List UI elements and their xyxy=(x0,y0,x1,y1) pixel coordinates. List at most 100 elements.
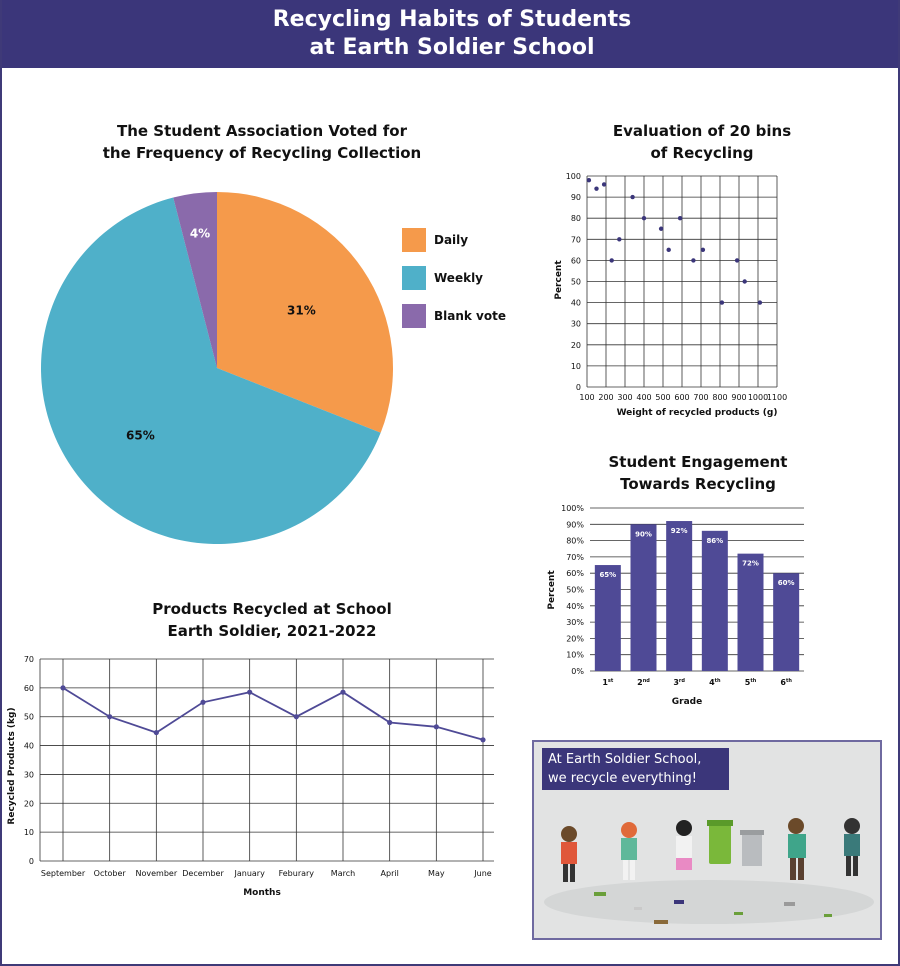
bar-x-axis-label: Grade xyxy=(672,697,702,707)
line-x-tick: December xyxy=(182,869,224,878)
bar-y-tick: 80% xyxy=(566,537,584,546)
pie-slice-blank-vote xyxy=(173,192,217,368)
line-x-tick: November xyxy=(136,869,178,878)
line-point xyxy=(60,685,66,691)
line-point xyxy=(153,729,159,736)
scatter-x-tick: 1000 xyxy=(748,393,768,402)
bar-y-tick: 60% xyxy=(566,569,584,578)
bar-y-axis-label: Percent xyxy=(547,570,557,610)
line-x-tick: April xyxy=(381,869,399,878)
bar-y-tick: 10% xyxy=(566,651,584,660)
banner-text: At Earth Soldier School, we recycle ever… xyxy=(542,748,729,790)
scatter-x-tick: 300 xyxy=(617,393,632,402)
pie-slice-label: 31% xyxy=(287,304,316,318)
line-point xyxy=(293,714,299,720)
scatter-point xyxy=(677,216,683,221)
student-figure-5 xyxy=(844,818,860,876)
bar-x-tick: 2nd xyxy=(637,678,650,687)
line-point xyxy=(247,689,253,695)
line-point xyxy=(200,699,206,705)
bar-x-tick: 1st xyxy=(602,678,614,687)
line-x-tick: October xyxy=(94,869,127,878)
bar-y-tick: 0% xyxy=(571,667,584,676)
bar-x-tick: 5th xyxy=(745,678,757,687)
scatter-title-line2: of Recycling xyxy=(650,144,753,162)
scatter-point xyxy=(700,247,706,253)
bar-y-tick: 50% xyxy=(566,586,584,595)
line-x-tick: June xyxy=(473,869,492,878)
litter-scraps xyxy=(594,892,832,924)
line-y-tick: 60 xyxy=(24,684,34,693)
line-y-tick: 20 xyxy=(24,799,34,808)
line-y-tick: 50 xyxy=(24,713,34,722)
line-series-path xyxy=(62,687,484,741)
scatter-y-tick: 50 xyxy=(571,278,581,287)
scatter-y-tick: 0 xyxy=(576,383,581,392)
line-point xyxy=(387,719,393,726)
scatter-y-axis-label: Percent xyxy=(554,260,564,300)
scatter-point xyxy=(617,237,622,242)
scatter-x-tick: 600 xyxy=(674,393,689,402)
scatter-point xyxy=(601,182,607,187)
line-y-tick: 0 xyxy=(29,857,34,866)
page-header: Recycling Habits of Students at Earth So… xyxy=(2,0,898,68)
line-title-line1: Products Recycled at School xyxy=(152,600,392,618)
scatter-point xyxy=(742,279,747,284)
bar-x-tick: 3rd xyxy=(673,678,685,687)
line-x-tick: May xyxy=(428,869,445,878)
legend-label: Blank vote xyxy=(434,309,506,323)
bar-y-tick: 30% xyxy=(566,618,584,627)
scatter-x-tick: 900 xyxy=(731,393,746,402)
scatter-point xyxy=(641,216,647,221)
line-y-tick: 70 xyxy=(24,655,34,664)
scatter-y-tick: 40 xyxy=(571,299,581,308)
scatter-y-tick: 90 xyxy=(571,193,581,202)
bar-value-label: 86% xyxy=(706,537,723,545)
bar-title-line2: Towards Recycling xyxy=(620,475,776,493)
bar-value-label: 65% xyxy=(599,571,616,579)
pie-chart: The Student Association Voted for the Fr… xyxy=(40,122,506,544)
line-x-tick: March xyxy=(331,869,355,878)
legend-swatch xyxy=(402,304,426,328)
recycling-bin-icon xyxy=(707,820,733,864)
legend-label: Daily xyxy=(434,233,468,247)
scatter-point xyxy=(594,186,599,191)
scatter-y-tick: 60 xyxy=(571,256,581,265)
scatter-point xyxy=(757,300,763,305)
bar-x-tick: 4th xyxy=(709,678,721,687)
scatter-point xyxy=(609,258,614,263)
scatter-x-axis-label: Weight of recycled products (g) xyxy=(617,408,778,418)
bar-value-label: 90% xyxy=(635,530,652,538)
scatter-y-tick: 100 xyxy=(566,172,581,181)
bar-value-label: 60% xyxy=(778,579,795,587)
scatter-chart: Evaluation of 20 bins of Recycling 100 20… xyxy=(554,122,791,418)
line-y-tick: 30 xyxy=(24,770,34,779)
bar-x-tick: 6th xyxy=(780,678,792,687)
scatter-x-tick: 1100 xyxy=(767,393,787,402)
line-point xyxy=(107,714,113,720)
bar-y-tick: 20% xyxy=(566,634,584,643)
line-x-tick: Feburary xyxy=(279,869,315,878)
student-figure-2 xyxy=(621,822,637,880)
students-recycling-illustration xyxy=(544,818,874,924)
legend-swatch xyxy=(402,228,426,252)
bar-title-line1: Student Engagement xyxy=(609,453,788,471)
student-figure-4 xyxy=(788,818,806,880)
scatter-point xyxy=(719,300,725,305)
scatter-point xyxy=(691,258,696,263)
line-point xyxy=(340,689,346,695)
scatter-y-tick: 20 xyxy=(571,341,581,350)
pie-slice-label: 4% xyxy=(190,227,210,241)
bar-value-label: 92% xyxy=(671,527,688,535)
line-x-tick: January xyxy=(234,869,266,878)
scatter-point xyxy=(734,258,740,263)
legend-label: Weekly xyxy=(434,271,483,285)
scatter-x-tick: 700 xyxy=(693,393,708,402)
pie-slice-daily xyxy=(217,192,393,433)
bar-grade-3 xyxy=(666,521,693,671)
pie-slice-label: 65% xyxy=(126,429,155,443)
line-point xyxy=(433,724,439,730)
student-figure-1 xyxy=(561,826,577,882)
line-y-tick: 40 xyxy=(24,742,34,751)
